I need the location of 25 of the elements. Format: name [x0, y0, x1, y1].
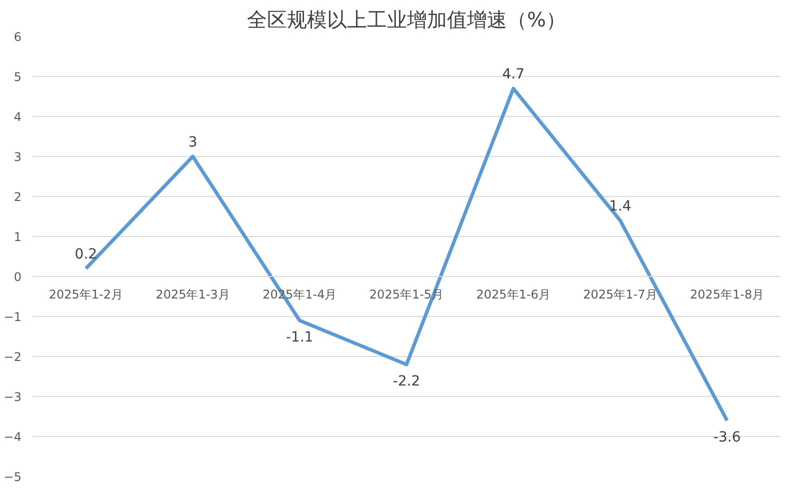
y-tick-label: 6 — [14, 30, 22, 44]
data-label: -2.2 — [392, 374, 420, 390]
y-tick-label: −2 — [4, 350, 22, 364]
x-tick-label: 2025年1-2月 — [48, 288, 123, 302]
y-tick-label: 1 — [14, 230, 22, 244]
y-tick-label: −3 — [4, 390, 22, 404]
y-tick-label: −1 — [4, 310, 22, 324]
x-tick-label: 2025年1-8月 — [690, 288, 764, 302]
y-tick-label: 3 — [14, 150, 22, 164]
data-label: 0.2 — [74, 246, 98, 262]
x-tick-label: 2025年1-7月 — [583, 288, 658, 302]
y-tick-label: −4 — [4, 430, 22, 444]
y-tick-label: 5 — [14, 70, 22, 84]
data-label: -3.6 — [713, 430, 741, 446]
chart-title: 全区规模以上工业增加值增速（%） — [247, 8, 566, 32]
x-tick-label: 2025年1-6月 — [476, 288, 550, 302]
x-tick-label: 2025年1-3月 — [156, 288, 230, 302]
y-tick-label: 2 — [14, 190, 22, 204]
data-label: -1.1 — [286, 330, 314, 346]
data-label: 3 — [188, 134, 198, 150]
data-label: 4.7 — [502, 66, 524, 82]
y-tick-label: 4 — [14, 110, 22, 124]
data-label: 1.4 — [609, 198, 632, 214]
y-tick-label: −5 — [4, 470, 22, 484]
y-tick-label: 0 — [14, 270, 22, 284]
